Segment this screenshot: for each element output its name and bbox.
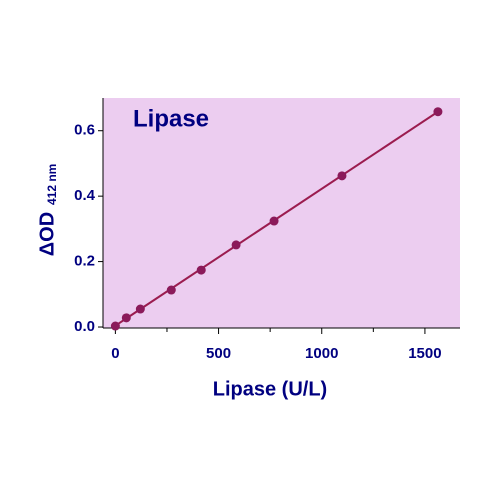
x-tick-label: 0: [111, 345, 119, 362]
data-point: [337, 171, 347, 181]
chart-title: Lipase: [133, 105, 209, 132]
y-tick-label: 0.4: [74, 187, 96, 204]
data-point: [121, 313, 131, 323]
y-tick-label: 0.2: [74, 253, 95, 270]
data-point: [166, 285, 176, 295]
data-point: [269, 216, 279, 226]
data-point: [433, 107, 443, 117]
data-point: [135, 304, 145, 314]
x-tick-label: 1000: [305, 345, 338, 362]
data-point: [110, 321, 120, 331]
y-tick-label: 0.6: [74, 122, 95, 139]
y-label-sub: 412 nm: [45, 164, 59, 205]
y-axis-label: ΔOD 412 nm: [36, 164, 59, 257]
x-axis-label: Lipase (U/L): [213, 378, 327, 400]
x-tick-label: 1500: [408, 345, 441, 362]
data-point: [231, 240, 241, 250]
data-point: [196, 265, 206, 275]
y-label-main: ΔOD: [36, 212, 58, 256]
y-tick-label: 0.0: [74, 318, 95, 335]
x-tick-label: 500: [206, 345, 231, 362]
